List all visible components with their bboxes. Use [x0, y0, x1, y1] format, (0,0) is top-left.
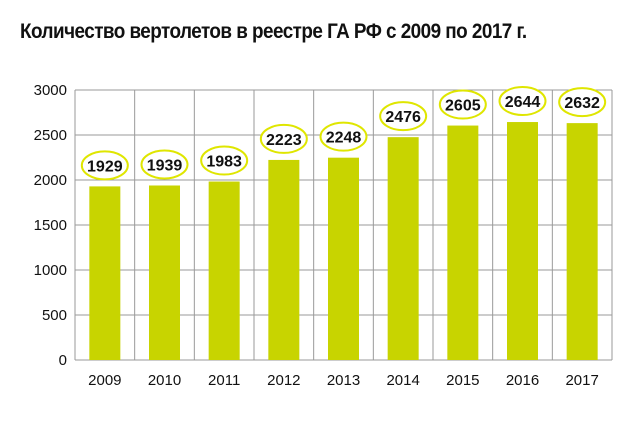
data-label-oval [379, 101, 428, 132]
bar-2009 [89, 186, 121, 360]
bar-2013 [328, 157, 359, 360]
y-tick-label: 2500 [34, 127, 67, 144]
bar-2010 [149, 185, 180, 360]
x-tick-label: 2015 [446, 372, 479, 389]
y-tick-label: 1000 [34, 262, 67, 279]
bar-2017 [566, 123, 598, 361]
chart-title: Количество вертолетов в реестре ГА РФ с … [20, 20, 527, 43]
data-label: 2632 [564, 95, 600, 112]
data-label-oval [498, 86, 547, 117]
x-tick-label: 2010 [148, 372, 181, 389]
data-label: 1983 [206, 154, 242, 171]
data-label: 2223 [266, 132, 302, 149]
data-label-oval [438, 89, 487, 120]
data-label-oval [80, 150, 129, 181]
data-label: 2476 [385, 109, 421, 126]
x-tick-label: 2013 [327, 372, 360, 389]
bars-layer [89, 122, 598, 361]
x-tick-label: 2012 [267, 372, 300, 389]
bar-2015 [447, 125, 479, 360]
y-tick-label: 1500 [34, 217, 67, 234]
data-label: 1929 [87, 158, 123, 175]
x-tick-label: 2016 [506, 372, 539, 389]
x-tick-label: 2011 [208, 372, 240, 389]
data-label-oval [200, 145, 249, 176]
bar-2012 [268, 159, 300, 360]
x-axis: 2009 2010 2011 2012 2013 2014 2015 2016 2017 [88, 372, 599, 389]
y-tick-label: 3000 [34, 82, 67, 99]
data-labels-layer: 1929 1939 1983 2223 2248 2476 2605 2644 2632 [80, 86, 607, 181]
x-tick-label: 2017 [565, 372, 598, 389]
data-label: 1939 [147, 157, 183, 174]
bar-2011 [208, 181, 240, 360]
data-label-oval [259, 123, 308, 154]
data-label: 2605 [445, 98, 481, 115]
data-label: 2248 [326, 130, 362, 147]
data-label: 2644 [505, 94, 541, 111]
y-tick-label: 500 [42, 307, 67, 324]
data-label-oval [319, 121, 368, 152]
data-label-oval [140, 149, 189, 180]
x-tick-label: 2014 [386, 372, 419, 389]
data-label-oval [558, 87, 607, 118]
bar-2014 [387, 137, 419, 360]
y-axis: 0 500 1000 1500 2000 2500 3000 [34, 82, 67, 369]
y-tick-label: 2000 [34, 172, 67, 189]
bar-2016 [507, 122, 538, 360]
x-tick-label: 2009 [88, 372, 121, 389]
y-tick-label: 0 [59, 352, 67, 369]
